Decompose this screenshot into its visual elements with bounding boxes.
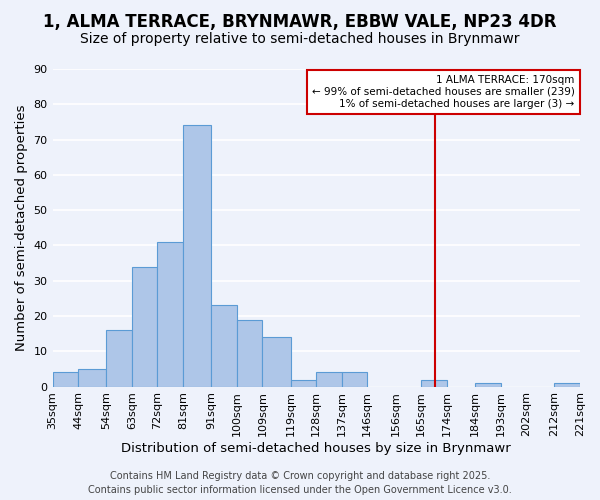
Bar [475, 383, 500, 386]
Bar [183, 126, 211, 386]
Bar [211, 306, 237, 386]
Bar [157, 242, 183, 386]
Text: Contains HM Land Registry data © Crown copyright and database right 2025.
Contai: Contains HM Land Registry data © Crown c… [88, 471, 512, 495]
Bar [342, 372, 367, 386]
Bar [78, 369, 106, 386]
Bar [291, 380, 316, 386]
Bar [106, 330, 132, 386]
Bar [554, 383, 580, 386]
Bar [237, 320, 262, 386]
X-axis label: Distribution of semi-detached houses by size in Brynmawr: Distribution of semi-detached houses by … [121, 442, 511, 455]
Bar [132, 266, 157, 386]
Y-axis label: Number of semi-detached properties: Number of semi-detached properties [15, 104, 28, 351]
Text: 1 ALMA TERRACE: 170sqm
← 99% of semi-detached houses are smaller (239)
1% of sem: 1 ALMA TERRACE: 170sqm ← 99% of semi-det… [312, 76, 575, 108]
Bar [316, 372, 342, 386]
Bar [421, 380, 447, 386]
Bar [262, 337, 291, 386]
Bar [53, 372, 78, 386]
Text: Size of property relative to semi-detached houses in Brynmawr: Size of property relative to semi-detach… [80, 32, 520, 46]
Text: 1, ALMA TERRACE, BRYNMAWR, EBBW VALE, NP23 4DR: 1, ALMA TERRACE, BRYNMAWR, EBBW VALE, NP… [43, 12, 557, 30]
